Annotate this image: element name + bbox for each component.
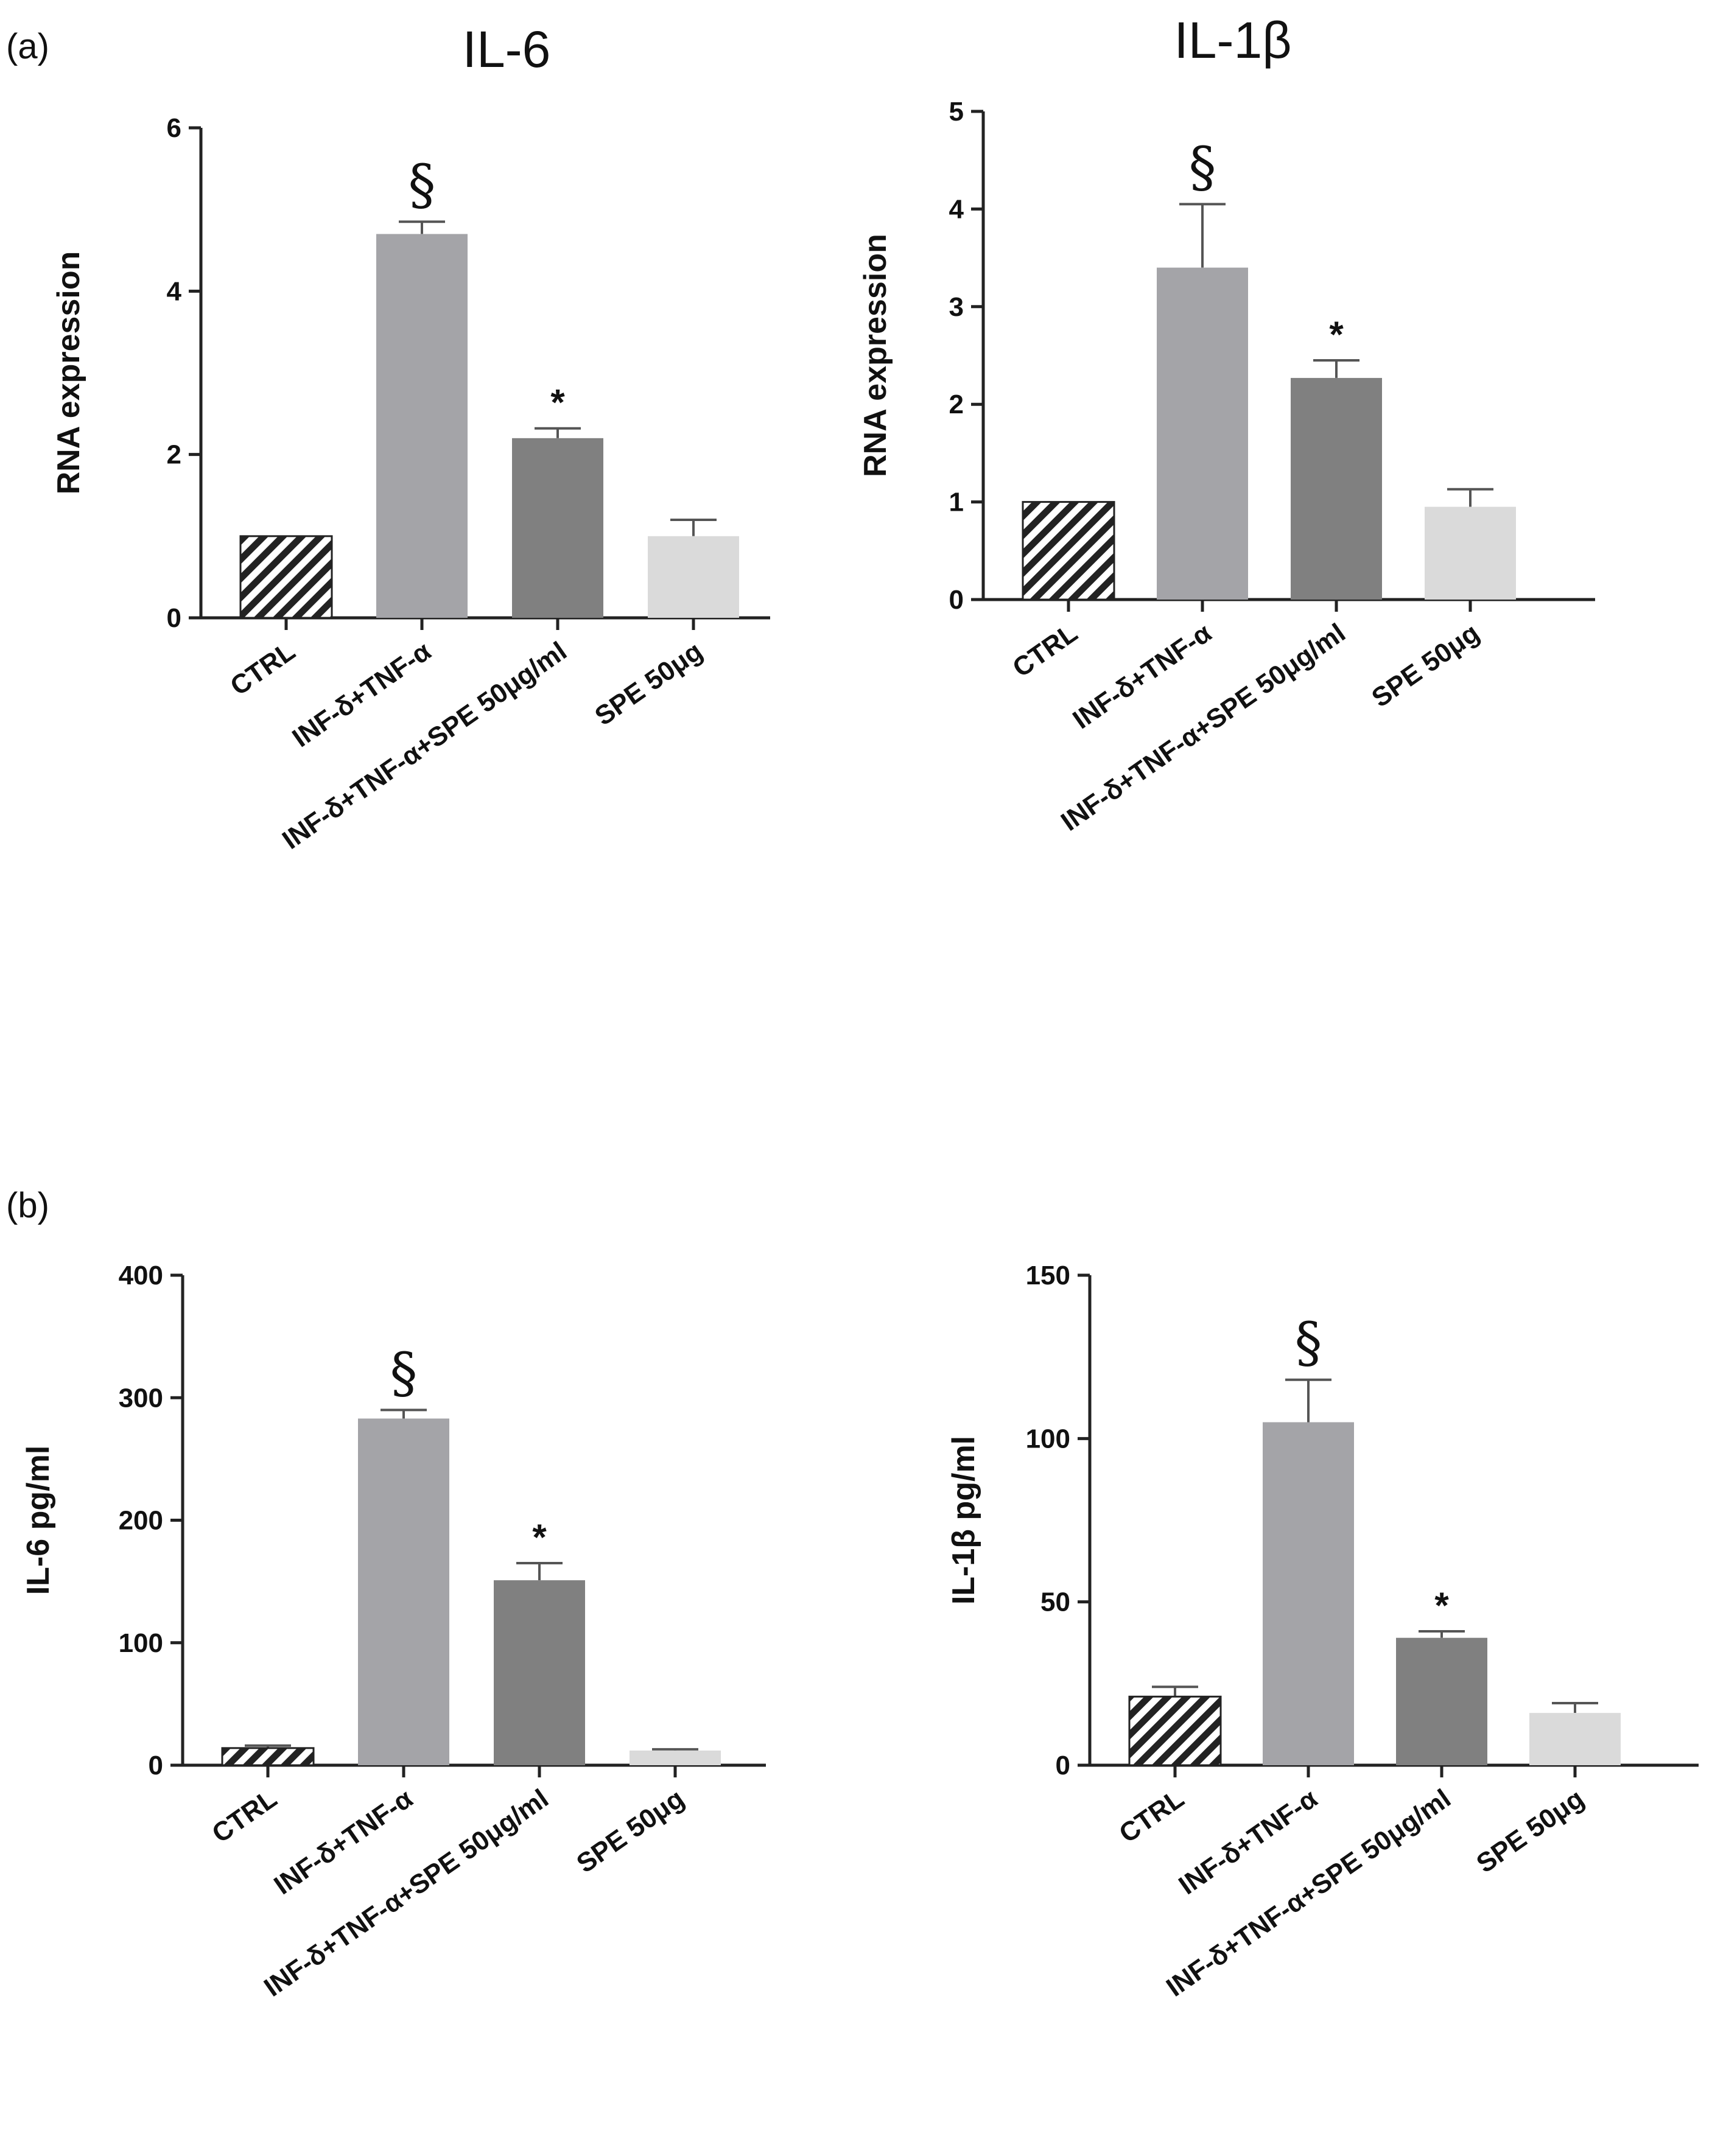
- significance-star: *: [1434, 1585, 1449, 1626]
- category-label: SPE 50μg: [1366, 618, 1484, 713]
- significance-star: *: [550, 382, 565, 423]
- category-label: SPE 50μg: [1471, 1783, 1589, 1879]
- bar: [1396, 1637, 1487, 1765]
- y-tick-label: 4: [167, 276, 182, 306]
- bar: [1022, 501, 1115, 601]
- y-tick-label: 100: [1026, 1424, 1070, 1454]
- y-tick-label: 50: [1040, 1587, 1070, 1617]
- category-label: CTRL: [207, 1783, 282, 1849]
- bar: [221, 1747, 315, 1766]
- bar: [358, 1418, 449, 1765]
- bar: [1263, 1422, 1354, 1765]
- y-tick-label: 0: [949, 585, 964, 615]
- chart-title: IL-6: [463, 21, 551, 78]
- bar: [648, 536, 739, 618]
- category-label: SPE 50μg: [571, 1783, 689, 1879]
- y-tick-label: 150: [1026, 1261, 1070, 1290]
- y-tick-label: 4: [949, 194, 964, 224]
- y-axis-label: RNA expression: [858, 234, 893, 477]
- category-label: CTRL: [1008, 618, 1083, 683]
- category-label: CTRL: [1114, 1783, 1190, 1849]
- significance-section-mark: §: [409, 153, 436, 217]
- y-tick-label: 6: [167, 113, 181, 143]
- y-tick-label: 5: [949, 97, 964, 127]
- bar: [1425, 506, 1516, 600]
- y-tick-label: 0: [149, 1751, 163, 1780]
- significance-section-mark: §: [1189, 135, 1216, 199]
- y-tick-label: 3: [949, 292, 964, 322]
- bar: [1529, 1713, 1621, 1765]
- bar: [1157, 267, 1248, 600]
- significance-star: *: [532, 1517, 547, 1558]
- y-axis-label: IL-6 pg/ml: [21, 1446, 56, 1595]
- category-label: CTRL: [225, 636, 301, 701]
- y-tick-label: 300: [119, 1383, 163, 1413]
- y-axis-label: RNA expression: [51, 251, 86, 495]
- category-label: INF-δ+TNF-α+SPE 50μg/ml: [277, 636, 572, 855]
- significance-section-mark: §: [1295, 1311, 1322, 1375]
- bar: [630, 1750, 721, 1765]
- y-tick-label: 2: [949, 390, 964, 419]
- y-tick-label: 200: [119, 1506, 163, 1536]
- panel-label-a: (a): [6, 27, 49, 66]
- y-axis-label: IL-1β pg/ml: [946, 1436, 981, 1605]
- chart-b-il1b: IL-1β pg/ml050100150CTRL§INF-δ+TNF-α*INF…: [946, 1261, 1699, 2003]
- bar: [376, 234, 468, 618]
- significance-star: *: [1329, 314, 1344, 355]
- chart-title: IL-1β: [1174, 12, 1291, 69]
- y-tick-label: 1: [949, 488, 964, 517]
- bar: [512, 438, 603, 618]
- significance-section-mark: §: [390, 1341, 418, 1405]
- bar: [1128, 1695, 1222, 1766]
- chart-b-il6: IL-6 pg/ml0100200300400CTRL§INF-δ+TNF-α*…: [21, 1261, 766, 2003]
- bar: [1291, 377, 1382, 600]
- category-label: INF-δ+TNF-α+SPE 50μg/ml: [259, 1783, 554, 2003]
- bar: [239, 535, 333, 619]
- y-tick-label: 0: [1056, 1751, 1070, 1780]
- bar: [494, 1580, 585, 1765]
- panel-label-b: (b): [6, 1186, 49, 1225]
- y-tick-label: 400: [119, 1261, 163, 1290]
- y-tick-label: 2: [167, 440, 181, 470]
- y-tick-label: 0: [167, 603, 181, 633]
- category-label: SPE 50μg: [589, 636, 707, 732]
- y-tick-label: 100: [119, 1628, 163, 1658]
